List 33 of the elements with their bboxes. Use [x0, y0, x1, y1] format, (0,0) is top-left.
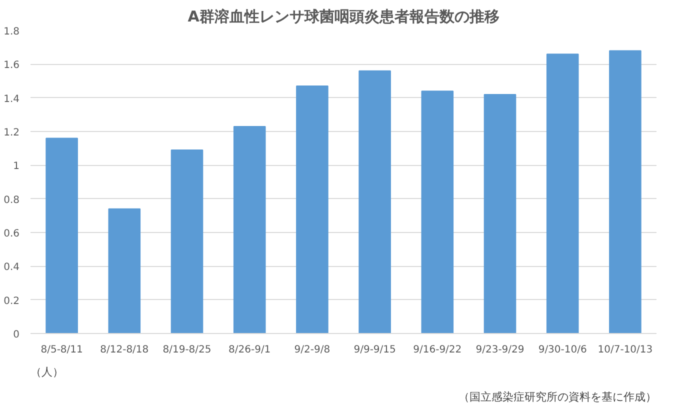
- x-tick-label: 8/19-8/25: [162, 344, 212, 356]
- x-tick-label: 9/30-10/6: [538, 344, 587, 356]
- text: （人）: [30, 366, 64, 378]
- bar: [108, 208, 141, 334]
- x-tick-label: 9/9-9/15: [354, 344, 396, 356]
- bar: [170, 150, 204, 334]
- x-tick-label: 9/16-9/22: [413, 344, 462, 356]
- y-tick-label: 0.8: [4, 194, 20, 206]
- bar: [609, 50, 642, 334]
- y-tick-label: 0: [13, 330, 20, 340]
- bar: [296, 86, 328, 334]
- y-tick-label: 1.2: [4, 128, 20, 138]
- chart-title: A群溶血性レンサ球菌咽頭炎患者報告数の推移: [188, 8, 500, 26]
- bar: [233, 126, 266, 334]
- bar: [546, 54, 579, 334]
- x-tick-label: 10/7-10/13: [598, 344, 653, 356]
- x-tick-label: 8/12-8/18: [100, 344, 149, 356]
- y-tick-label: 1.4: [4, 94, 20, 105]
- y-tick-label: 1.6: [4, 60, 20, 72]
- bar: [358, 70, 391, 334]
- y-tick-label: 1: [13, 161, 20, 172]
- bar: [46, 138, 78, 334]
- x-tick-label: 8/5-8/11: [40, 344, 83, 356]
- y-tick-label: 1.8: [4, 26, 20, 38]
- y-tick-label: 0.4: [4, 262, 20, 274]
- bar: [421, 90, 454, 334]
- x-tick-label: 8/26-9/1: [228, 344, 271, 356]
- y-tick-label: 0.6: [4, 228, 20, 240]
- text: （国立感染症研究所の資料を基に作成）: [458, 390, 656, 404]
- bar: [484, 94, 516, 334]
- x-tick-label: 9/2-9/8: [294, 344, 330, 356]
- x-tick-label: 9/23-9/29: [476, 344, 524, 356]
- y-tick-label: 0.2: [4, 296, 20, 307]
